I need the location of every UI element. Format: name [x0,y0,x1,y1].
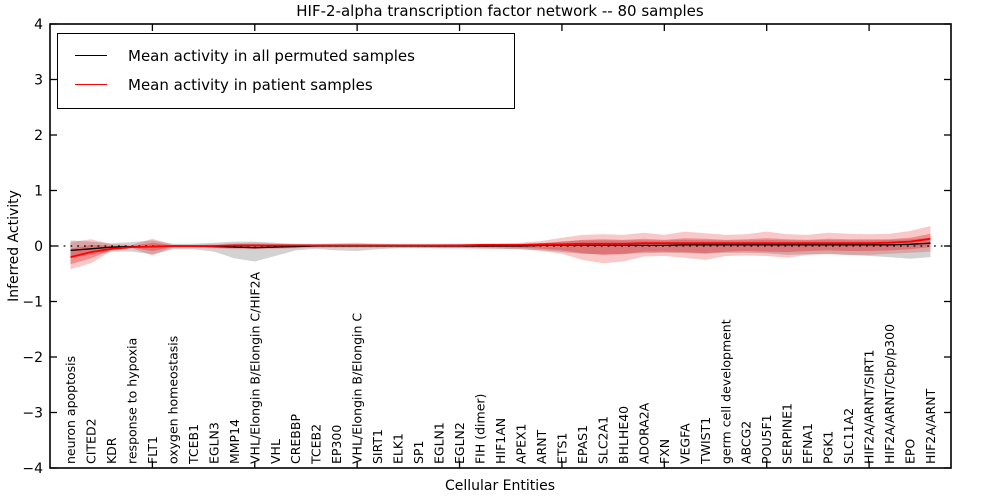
category-label: EGLN2 [452,422,467,464]
category-label: SLC2A1 [595,416,610,464]
category-label: SIRT1 [370,429,385,464]
category-label: HIF2A/ARNT [923,388,938,464]
category-label: FLT1 [145,436,160,464]
patient-samples-range-outer-band [70,226,931,270]
category-labels: neuron apoptosis CITED2 KDR response to hyp… [63,271,938,465]
category-label: VHL/Elongin B/Elongin C [350,313,365,464]
category-label: TWIST1 [698,417,713,465]
y-tick-label: 3 [34,73,43,89]
legend-label-permuted: Mean activity in all permuted samples [128,46,415,65]
legend-item-permuted: Mean activity in all permuted samples [58,41,514,70]
category-label: BHLHE40 [616,406,631,464]
category-label: VHL/Elongin B/Elongin C/HIF2A [247,271,262,464]
category-label: CITED2 [83,418,98,464]
category-label: TCEB2 [309,424,324,465]
y-tick-label: 0 [34,239,43,255]
category-label: PGK1 [821,431,836,464]
category-label: KDR [104,437,119,464]
category-label: CREBBP [288,414,303,464]
y-axis-ticks: −4 −3 −2 −1 0 1 2 3 4 [22,17,951,477]
legend-label-patient: Mean activity in patient samples [128,75,373,94]
category-label: SERPINE1 [780,403,795,464]
category-label: ELK1 [391,433,406,464]
category-label: neuron apoptosis [63,356,78,464]
legend-item-patient: Mean activity in patient samples [58,70,514,99]
x-axis-label: Cellular Entities [444,478,556,494]
category-label: ADORA2A [636,402,651,464]
category-label: HIF2A/ARNT/Cbp/p300 [882,324,897,464]
category-label: VHL [268,439,283,464]
category-label: ABCG2 [739,421,754,464]
category-label: HIF1AN [493,418,508,464]
y-axis-label: Inferred Activity [6,190,22,302]
y-tick-label: −1 [22,295,43,311]
category-label: SLC11A2 [841,408,856,464]
category-label: SP1 [411,441,426,464]
category-label: EPAS1 [575,425,590,464]
y-tick-label: 2 [34,128,43,144]
category-label: POU5F1 [759,414,774,464]
category-label: EPO [903,439,918,464]
category-label: FXN [657,439,672,464]
category-label: EGLN1 [432,422,447,464]
category-label: response to hypoxia [124,338,139,464]
category-label: MMP14 [227,419,242,464]
category-label: EFNA1 [800,423,815,464]
category-label: TCEB1 [186,424,201,465]
category-label: oxygen homeostasis [165,336,180,464]
y-tick-label: −3 [22,406,43,422]
category-label: HIF2A/ARNT/SIRT1 [862,350,877,464]
category-label: ETS1 [554,433,569,464]
patient-mean-line [70,237,931,258]
patient-line-swatch-icon [75,84,107,85]
y-tick-label: 1 [34,184,43,200]
legend: Mean activity in all permuted samples Me… [57,33,515,109]
y-tick-label: 4 [34,17,43,33]
y-tick-label: −2 [22,350,43,366]
category-label: APEX1 [513,423,528,464]
permuted-line-swatch-icon [75,55,107,56]
y-tick-label: −4 [22,461,43,477]
category-label: EP300 [329,425,344,464]
category-label: EGLN3 [206,422,221,464]
category-label: VEGFA [677,423,692,464]
patient-samples-range-inner-band [70,233,931,265]
category-label: ARNT [534,429,549,464]
category-label: germ cell development [718,319,733,464]
x-axis-ticks [151,24,870,468]
chart-title: HIF-2-alpha transcription factor network… [296,2,704,20]
category-label: FIH (dimer) [473,394,488,464]
